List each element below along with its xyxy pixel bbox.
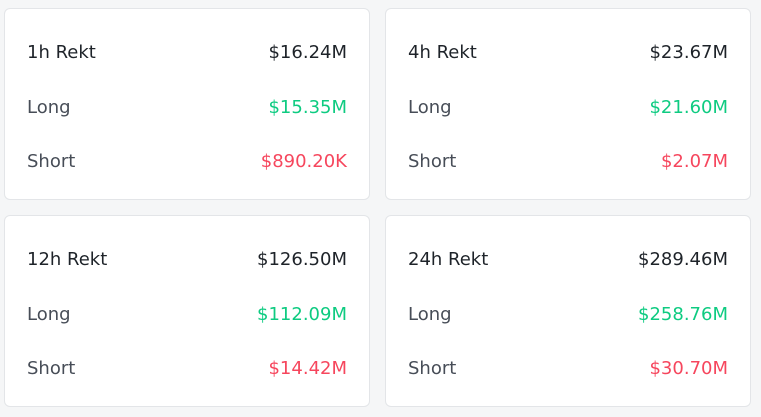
rekt-total-row: 4h Rekt $23.67M <box>408 40 728 66</box>
rekt-total-row: 12h Rekt $126.50M <box>27 247 347 273</box>
short-value: $890.20K <box>260 151 347 172</box>
rekt-card-title: 1h Rekt <box>27 42 96 63</box>
short-row: Short $30.70M <box>408 356 728 382</box>
rekt-total-value: $23.67M <box>649 42 728 63</box>
rekt-card-12h: 12h Rekt $126.50M Long $112.09M Short $1… <box>4 215 370 407</box>
long-value: $112.09M <box>257 304 347 325</box>
rekt-card-4h: 4h Rekt $23.67M Long $21.60M Short $2.07… <box>385 8 751 200</box>
rekt-total-value: $289.46M <box>638 249 728 270</box>
short-value: $2.07M <box>660 151 728 172</box>
short-label: Short <box>27 358 76 379</box>
long-row: Long $15.35M <box>27 95 347 121</box>
short-row: Short $890.20K <box>27 149 347 175</box>
long-row: Long $21.60M <box>408 95 728 121</box>
short-label: Short <box>408 151 457 172</box>
short-row: Short $14.42M <box>27 356 347 382</box>
long-label: Long <box>408 304 452 325</box>
short-value: $30.70M <box>649 358 728 379</box>
long-row: Long $112.09M <box>27 302 347 328</box>
long-value: $258.76M <box>638 304 728 325</box>
rekt-total-value: $126.50M <box>257 249 347 270</box>
rekt-total-row: 1h Rekt $16.24M <box>27 40 347 66</box>
short-label: Short <box>408 358 457 379</box>
long-value: $15.35M <box>268 97 347 118</box>
rekt-total-value: $16.24M <box>268 42 347 63</box>
rekt-card-title: 4h Rekt <box>408 42 477 63</box>
long-label: Long <box>27 304 71 325</box>
short-value: $14.42M <box>268 358 347 379</box>
long-label: Long <box>408 97 452 118</box>
rekt-card-title: 24h Rekt <box>408 249 489 270</box>
rekt-card-24h: 24h Rekt $289.46M Long $258.76M Short $3… <box>385 215 751 407</box>
long-row: Long $258.76M <box>408 302 728 328</box>
short-row: Short $2.07M <box>408 149 728 175</box>
rekt-card-1h: 1h Rekt $16.24M Long $15.35M Short $890.… <box>4 8 370 200</box>
short-label: Short <box>27 151 76 172</box>
rekt-card-title: 12h Rekt <box>27 249 108 270</box>
long-label: Long <box>27 97 71 118</box>
rekt-total-row: 24h Rekt $289.46M <box>408 247 728 273</box>
long-value: $21.60M <box>649 97 728 118</box>
